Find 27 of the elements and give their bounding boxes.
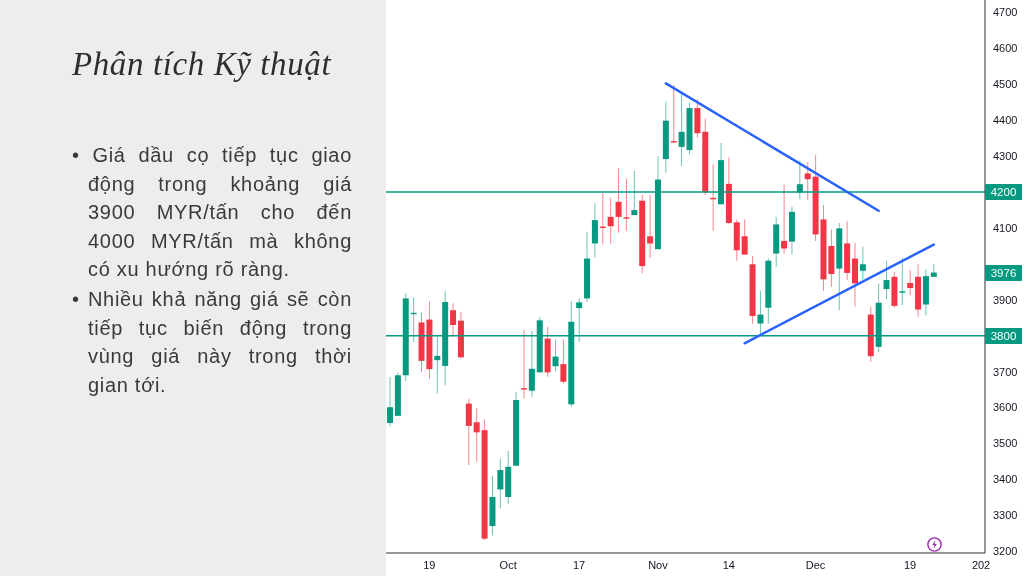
y-tick-label: 3700 xyxy=(993,365,1018,378)
x-tick-label: Nov xyxy=(648,558,669,571)
y-tick-label: 3600 xyxy=(993,401,1018,414)
y-tick-label: 3400 xyxy=(993,473,1018,486)
x-tick-label: 17 xyxy=(572,558,586,571)
text: • Nhiều khả năng giá sẽ còn tiếp tục biến động trong vùng giá này trong thời gian tới. xyxy=(72,286,352,398)
x-tick-label: 14 xyxy=(722,558,735,571)
y-tick-label: 3300 xyxy=(993,509,1018,522)
ref-line-label: 3800 xyxy=(985,327,1022,344)
y-tick-label: 4100 xyxy=(993,221,1018,234)
y-tick-label: 3200 xyxy=(993,545,1018,558)
y-tick-label: 4400 xyxy=(993,114,1018,127)
text: • Giá dầu cọ tiếp tục giao động trong khoảng giá 3900 MYR/tấn cho đến 4000 MYR/tấn mà không có xu hướng rõ ràng. xyxy=(72,143,352,283)
x-tick-label: 202 xyxy=(971,558,991,571)
annotation: 3976 xyxy=(985,264,1022,281)
y-tick-label: 3900 xyxy=(993,293,1018,306)
x-tick-label: Dec xyxy=(805,558,826,571)
text: Phân tích Kỹ thuật xyxy=(72,46,332,83)
y-tick-label: 4300 xyxy=(993,150,1018,163)
x-tick-label: 19 xyxy=(904,558,917,571)
y-tick-label: 4500 xyxy=(993,78,1018,91)
ref-line-label: 4200 xyxy=(985,184,1022,201)
y-tick-label: 3500 xyxy=(993,437,1018,450)
x-tick-label: Oct xyxy=(499,558,517,571)
y-tick-label: 4600 xyxy=(993,42,1018,55)
y-tick-label: 4700 xyxy=(993,6,1018,19)
x-tick-label: 19 xyxy=(423,558,436,571)
